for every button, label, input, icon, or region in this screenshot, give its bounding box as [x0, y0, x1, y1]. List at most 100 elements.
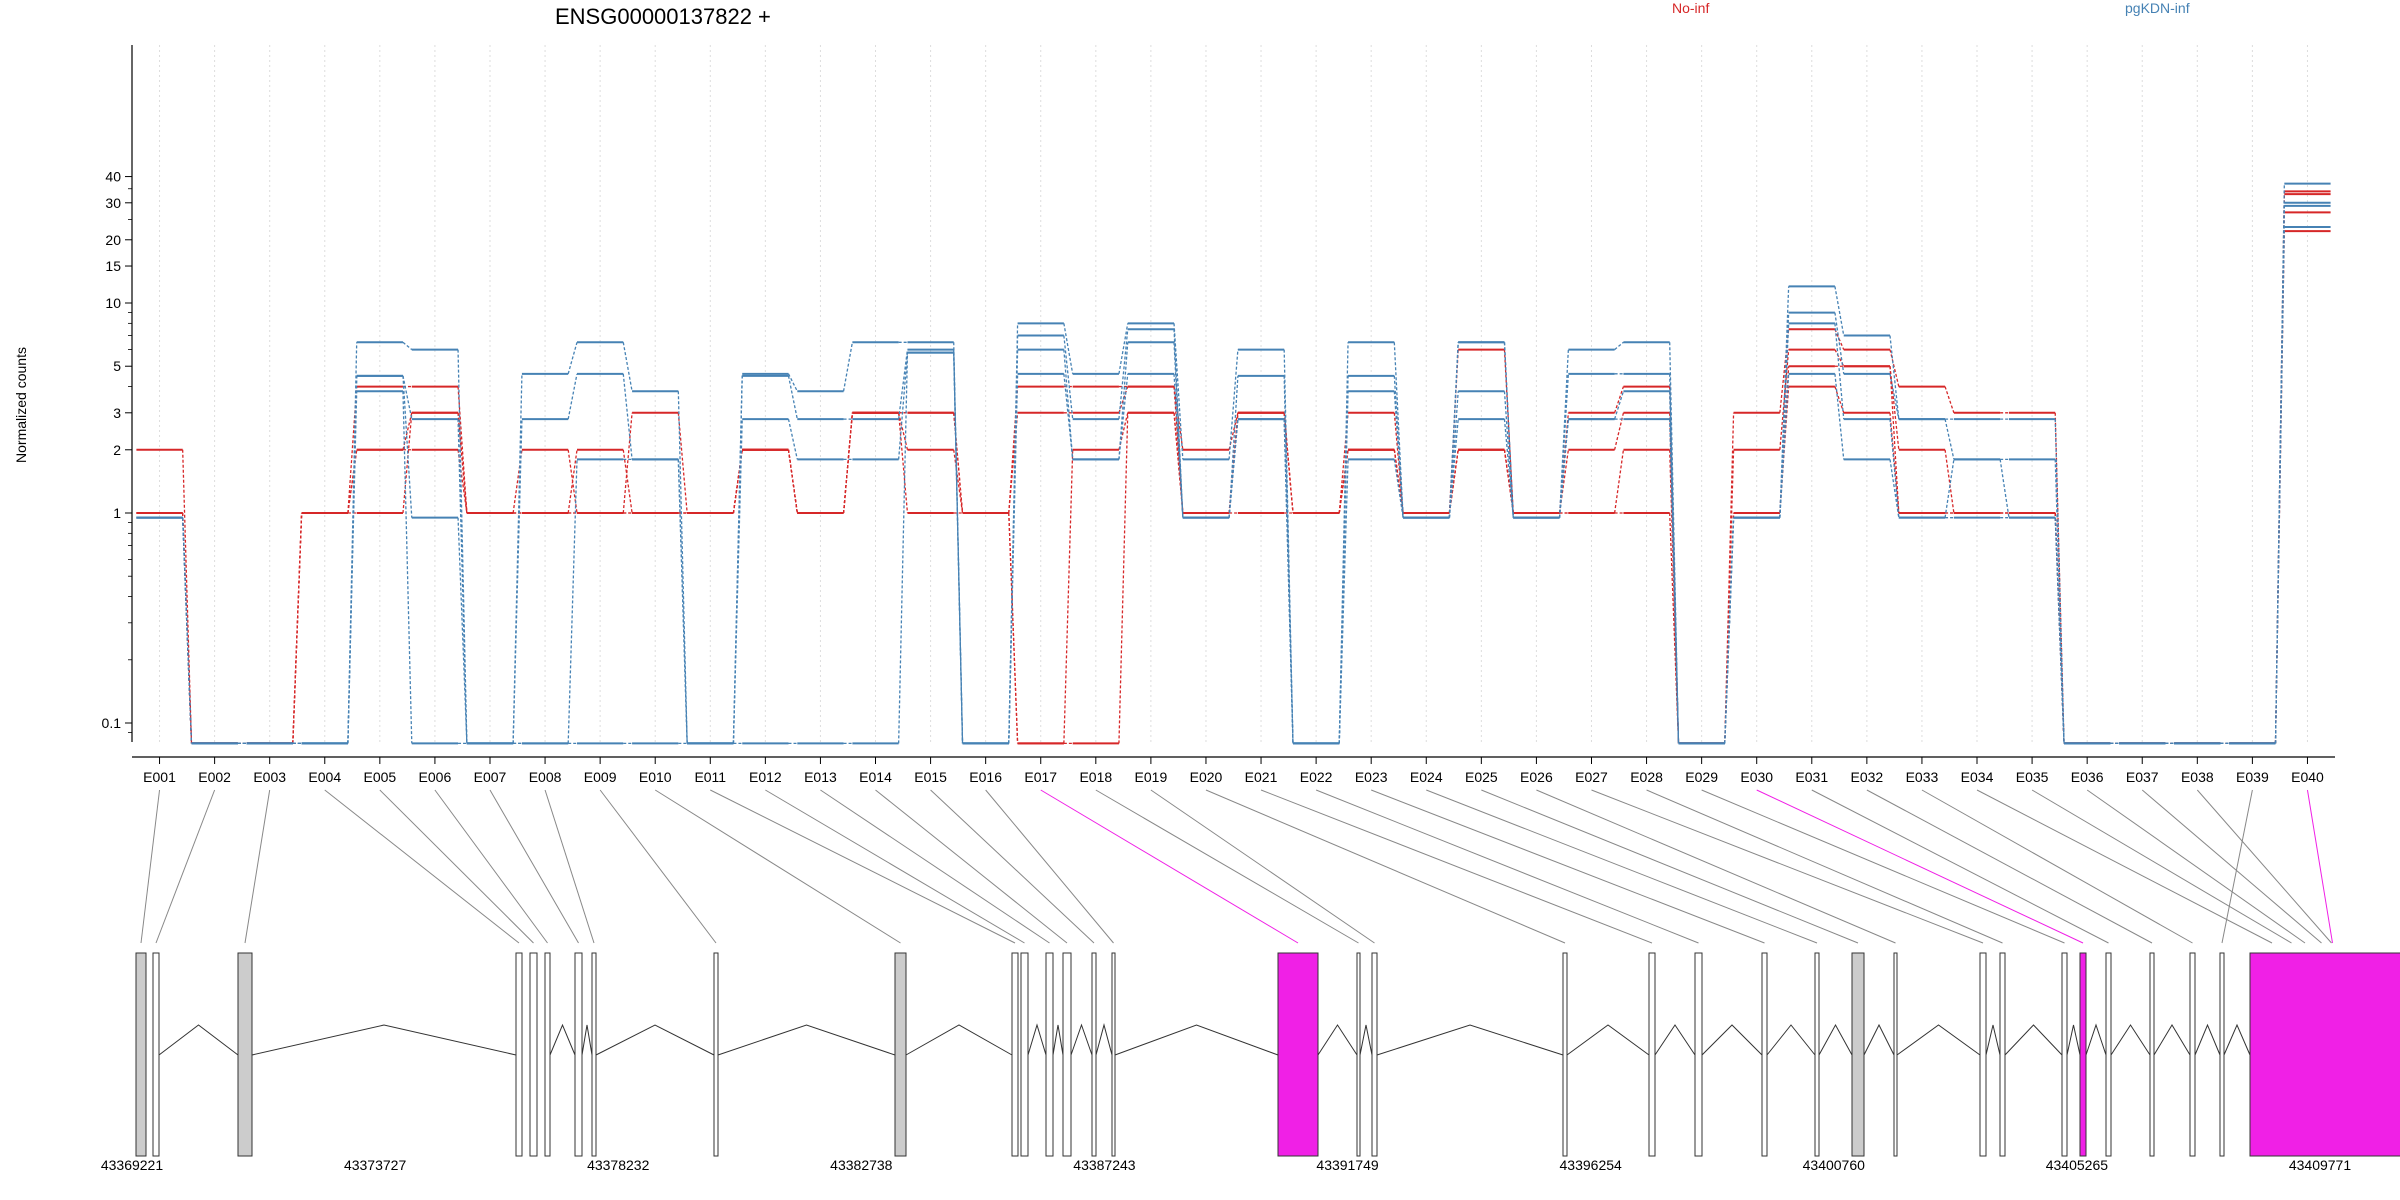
- exon-box: [1111, 952, 1116, 1157]
- series-connector: [512, 419, 523, 744]
- intron: [2223, 1023, 2251, 1056]
- series-connector: [1889, 366, 1900, 514]
- exon-label: E009: [584, 769, 617, 785]
- series-connector: [787, 418, 798, 460]
- exon-label: E005: [363, 769, 396, 785]
- exon-label: E037: [2126, 769, 2159, 785]
- series-connector: [1173, 412, 1184, 514]
- intron: [2110, 1024, 2151, 1056]
- exon-connector: [1866, 789, 2153, 944]
- series-connector: [292, 512, 303, 744]
- genomic-coordinate-label: 43387243: [1073, 1157, 1136, 1173]
- series-layer: [136, 182, 2331, 745]
- series-connector: [1558, 419, 1570, 518]
- exon-box: [1371, 952, 1378, 1157]
- intron: [1095, 1023, 1113, 1056]
- exon-box: [237, 952, 253, 1157]
- series-connector: [2054, 517, 2065, 744]
- intron: [1896, 1024, 1981, 1056]
- exon-box: [574, 952, 583, 1157]
- series-connector: [1063, 323, 1074, 374]
- exon-box: [2219, 952, 2225, 1157]
- genomic-coordinate-label: 43382738: [830, 1157, 893, 1173]
- y-tick-label: 30: [105, 195, 121, 211]
- series-connector: [567, 459, 578, 744]
- exon-label: E022: [1300, 769, 1333, 785]
- exon-connector: [1976, 789, 2273, 944]
- exon-connector: [1150, 789, 1375, 944]
- exon-connector: [155, 789, 216, 944]
- series-connector: [1999, 459, 2010, 518]
- intron: [1985, 1024, 2001, 1056]
- series-connector: [1173, 373, 1184, 518]
- exon-label: E023: [1355, 769, 1388, 785]
- y-tick-label: 40: [105, 169, 121, 185]
- series-connector: [1889, 412, 1900, 514]
- series-connector: [1889, 335, 1900, 420]
- exon-box: [544, 952, 551, 1157]
- exon-label: E003: [253, 769, 286, 785]
- series-connector: [622, 373, 633, 460]
- series-connector: [567, 449, 578, 514]
- intron: [1766, 1024, 1816, 1056]
- series-connector: [512, 449, 523, 514]
- series-connector: [622, 449, 633, 514]
- exon-box: [2249, 952, 2400, 1157]
- series-connector: [1008, 373, 1019, 744]
- series-connector: [402, 375, 413, 420]
- series-connector: [1228, 349, 1239, 460]
- series-connector: [1779, 373, 1790, 518]
- series-connector: [1448, 391, 1459, 518]
- exon-label: E008: [529, 769, 562, 785]
- exon-label: E034: [1961, 769, 1994, 785]
- exon-box: [1020, 952, 1029, 1157]
- genomic-coordinate-label: 43405265: [2046, 1157, 2109, 1173]
- exon-box: [152, 952, 160, 1157]
- series-connector: [1669, 391, 1680, 744]
- series-connector: [842, 412, 854, 514]
- exon-label: E024: [1410, 769, 1443, 785]
- exon-connector: [140, 789, 161, 944]
- exon-connector: [244, 789, 271, 944]
- exon-label: E025: [1465, 769, 1498, 785]
- intron: [2066, 1024, 2081, 1056]
- y-tick-label: 0.1: [102, 715, 122, 731]
- intron: [1114, 1024, 1279, 1056]
- exon-connector: [2221, 789, 2253, 944]
- exon-label: E029: [1685, 769, 1718, 785]
- series-connector: [787, 375, 798, 420]
- exon-connector: [1260, 789, 1653, 944]
- series-connector: [347, 449, 358, 514]
- y-tick-label: 1: [113, 505, 121, 521]
- series-connector: [2054, 459, 2065, 744]
- genomic-coordinate-label: 43369221: [101, 1157, 164, 1173]
- series-connector: [1393, 391, 1404, 518]
- grid: [159, 45, 2308, 742]
- exon-label: E032: [1851, 769, 1884, 785]
- exon-connector: [2086, 789, 2306, 944]
- exon-label: E007: [474, 769, 507, 785]
- exon-box: [1979, 952, 1987, 1157]
- series-connector: [1834, 312, 1845, 374]
- series-connector: [732, 449, 743, 514]
- series-connector: [1834, 286, 1845, 336]
- series-connector: [567, 373, 578, 420]
- intron: [1566, 1024, 1650, 1056]
- exon-box: [1999, 952, 2006, 1157]
- series-connector: [622, 412, 633, 514]
- exon-label: E030: [1740, 769, 1773, 785]
- series-connector: [347, 391, 358, 744]
- y-tick-label: 10: [105, 295, 121, 311]
- series-connector: [1834, 323, 1845, 420]
- series-connector: [1779, 329, 1790, 413]
- exon-label: E013: [804, 769, 837, 785]
- series-connector: [1558, 373, 1570, 518]
- series-connector: [1724, 517, 1735, 744]
- series-connector: [1889, 349, 1900, 387]
- series-connector: [1448, 342, 1459, 518]
- series-connector: [402, 412, 413, 514]
- series-connector: [1228, 419, 1239, 518]
- exon-box: [591, 952, 597, 1157]
- intron: [1376, 1024, 1564, 1056]
- exon-box: [2105, 952, 2112, 1157]
